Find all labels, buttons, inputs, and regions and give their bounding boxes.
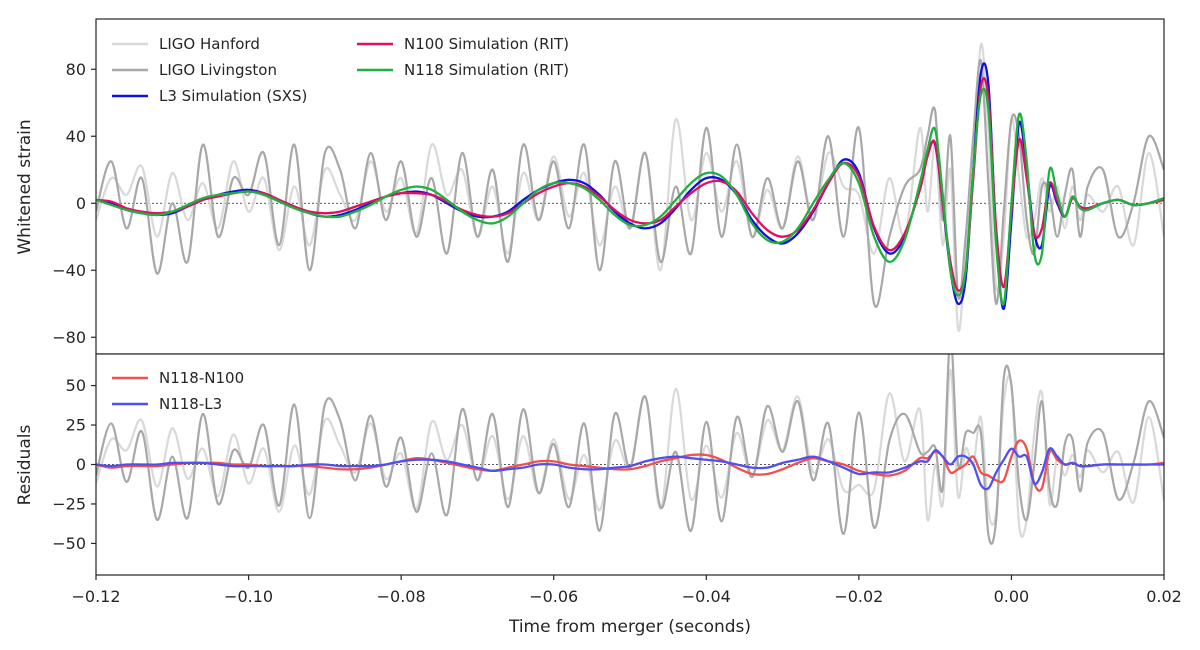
x-tick-label: −0.04 bbox=[682, 587, 731, 606]
x-tick-label: −0.02 bbox=[834, 587, 883, 606]
bottom-series-group bbox=[96, 354, 1164, 545]
x-tick-label: −0.06 bbox=[529, 587, 578, 606]
bottom-y-tick-label: −25 bbox=[52, 494, 86, 513]
x-tick-label: −0.10 bbox=[224, 587, 273, 606]
legend-label: N100 Simulation (RIT) bbox=[404, 35, 569, 53]
bottom-y-tick-label: 25 bbox=[66, 416, 86, 435]
legend-item-ligo-livingston: LIGO Livingston bbox=[112, 61, 277, 79]
legend-label: LIGO Livingston bbox=[159, 61, 277, 79]
bottom-x-axis: −0.12 −0.10 −0.08 −0.06 −0.04 −0.02 0.00 0.02 bbox=[71, 575, 1182, 606]
top-y-axis: −80 −40 0 40 80 bbox=[52, 60, 96, 347]
top-y-tick-label: 0 bbox=[76, 194, 86, 213]
x-tick-label: 0.00 bbox=[994, 587, 1030, 606]
top-legend: LIGO Hanford LIGO Livingston L3 Simulation… bbox=[112, 35, 569, 105]
x-tick-label: −0.08 bbox=[377, 587, 426, 606]
series-line-ligo-livingston bbox=[96, 59, 1164, 308]
bottom-y-axis-label: Residuals bbox=[15, 425, 35, 506]
legend-item-n118-simulation-rit: N118 Simulation (RIT) bbox=[357, 61, 569, 79]
top-y-tick-label: −40 bbox=[52, 261, 86, 280]
bottom-y-tick-label: 0 bbox=[76, 455, 86, 474]
legend-label: N118-N100 bbox=[159, 369, 244, 387]
legend-item-l3-simulation-sxs: L3 Simulation (SXS) bbox=[112, 87, 307, 105]
legend-item-n100-simulation-rit: N100 Simulation (RIT) bbox=[357, 35, 569, 53]
top-series-group bbox=[96, 43, 1164, 332]
x-axis-label: Time from merger (seconds) bbox=[508, 617, 751, 637]
x-tick-label: −0.12 bbox=[71, 587, 120, 606]
legend-label: N118-L3 bbox=[159, 395, 222, 413]
top-y-tick-label: −80 bbox=[52, 328, 86, 347]
legend-label: N118 Simulation (RIT) bbox=[404, 61, 569, 79]
top-plot-area bbox=[96, 19, 1164, 354]
series-line-n118-l3 bbox=[96, 447, 1164, 491]
top-y-axis-label: Whitened strain bbox=[15, 119, 35, 254]
bottom-y-tick-label: 50 bbox=[66, 376, 86, 395]
top-y-tick-label: 40 bbox=[66, 127, 86, 146]
series-line-n118-simulation-rit bbox=[96, 87, 1164, 306]
bottom-legend: N118-N100 N118-L3 bbox=[112, 369, 244, 413]
legend-label: L3 Simulation (SXS) bbox=[159, 87, 307, 105]
x-tick-label: 0.02 bbox=[1146, 587, 1182, 606]
bottom-y-tick-label: −50 bbox=[52, 534, 86, 553]
bottom-y-axis: −50 −25 0 25 50 bbox=[52, 376, 96, 553]
legend-item-n118-n100: N118-N100 bbox=[112, 369, 244, 387]
series-line-n100-simulation-rit bbox=[96, 77, 1164, 292]
series-line-ligo-livingston-residual bbox=[96, 354, 1164, 545]
legend-item-n118-l3: N118-L3 bbox=[112, 395, 222, 413]
legend-label: LIGO Hanford bbox=[159, 35, 260, 53]
legend-item-ligo-hanford: LIGO Hanford bbox=[112, 35, 260, 53]
top-panel: −80 −40 0 40 80 Whitened strain LIGO Hanford… bbox=[15, 18, 1165, 355]
series-line-ligo-hanford-residual bbox=[96, 368, 1164, 538]
top-y-tick-label: 80 bbox=[66, 60, 86, 79]
